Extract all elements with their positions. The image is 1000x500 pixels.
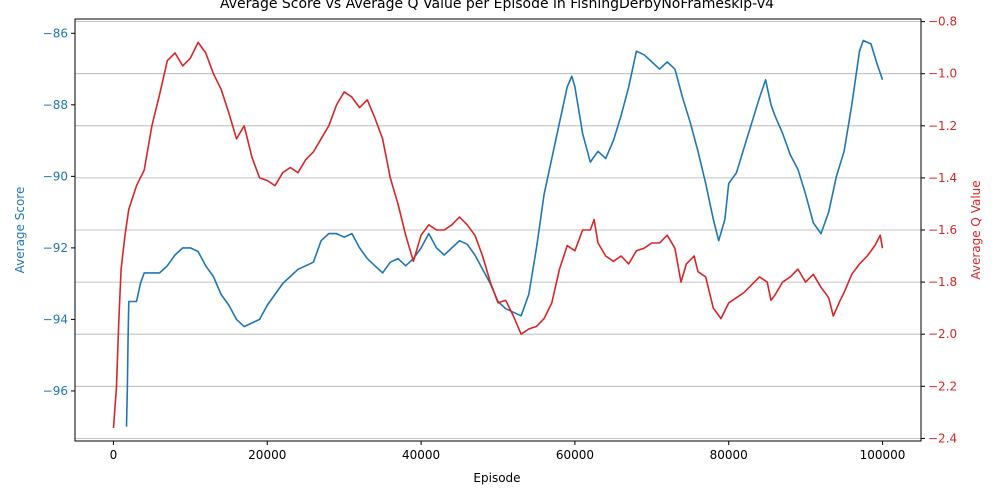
right-tick-label: −1.8 bbox=[928, 275, 957, 289]
left-tick-label: −94 bbox=[43, 312, 68, 326]
x-tick-label: 80000 bbox=[710, 448, 748, 462]
left-tick-label: −90 bbox=[43, 169, 68, 183]
x-tick-label: 60000 bbox=[556, 448, 594, 462]
left-tick-label: −96 bbox=[43, 384, 68, 398]
right-tick-label: −2.4 bbox=[928, 431, 957, 445]
right-tick-label: −1.0 bbox=[928, 67, 957, 81]
series-layer bbox=[112, 39, 884, 429]
right-tick-label: −0.8 bbox=[928, 15, 957, 29]
left-tick-label: −86 bbox=[43, 26, 68, 40]
right-axis-title: Average Q Value bbox=[969, 180, 983, 279]
x-tick-label: 40000 bbox=[402, 448, 440, 462]
average-score-line bbox=[125, 39, 884, 427]
x-tick-label: 0 bbox=[110, 448, 118, 462]
x-tick-label: 20000 bbox=[248, 448, 286, 462]
chart-title: Average Score vs Average Q Value per Epi… bbox=[220, 0, 774, 12]
grid-lines bbox=[75, 21, 921, 439]
right-tick-label: −2.0 bbox=[928, 327, 957, 341]
left-axis-title: Average Score bbox=[13, 187, 27, 274]
x-axis: 0 20000 40000 60000 80000 100000 bbox=[110, 441, 906, 462]
right-y-axis: −2.4 −2.2 −2.0 −1.8 −1.6 −1.4 −1.2 −1.0 −0.8 bbox=[921, 15, 957, 445]
left-tick-label: −92 bbox=[43, 241, 68, 255]
average-q-value-line bbox=[112, 41, 884, 429]
right-tick-label: −1.6 bbox=[928, 223, 957, 237]
left-y-axis: −96 −94 −92 −90 −88 −86 bbox=[43, 26, 75, 398]
left-tick-label: −88 bbox=[43, 98, 68, 112]
right-tick-label: −1.2 bbox=[928, 119, 957, 133]
right-tick-label: −2.2 bbox=[928, 379, 957, 393]
x-axis-title: Episode bbox=[473, 471, 520, 485]
x-tick-label: 100000 bbox=[860, 448, 906, 462]
right-tick-label: −1.4 bbox=[928, 171, 957, 185]
